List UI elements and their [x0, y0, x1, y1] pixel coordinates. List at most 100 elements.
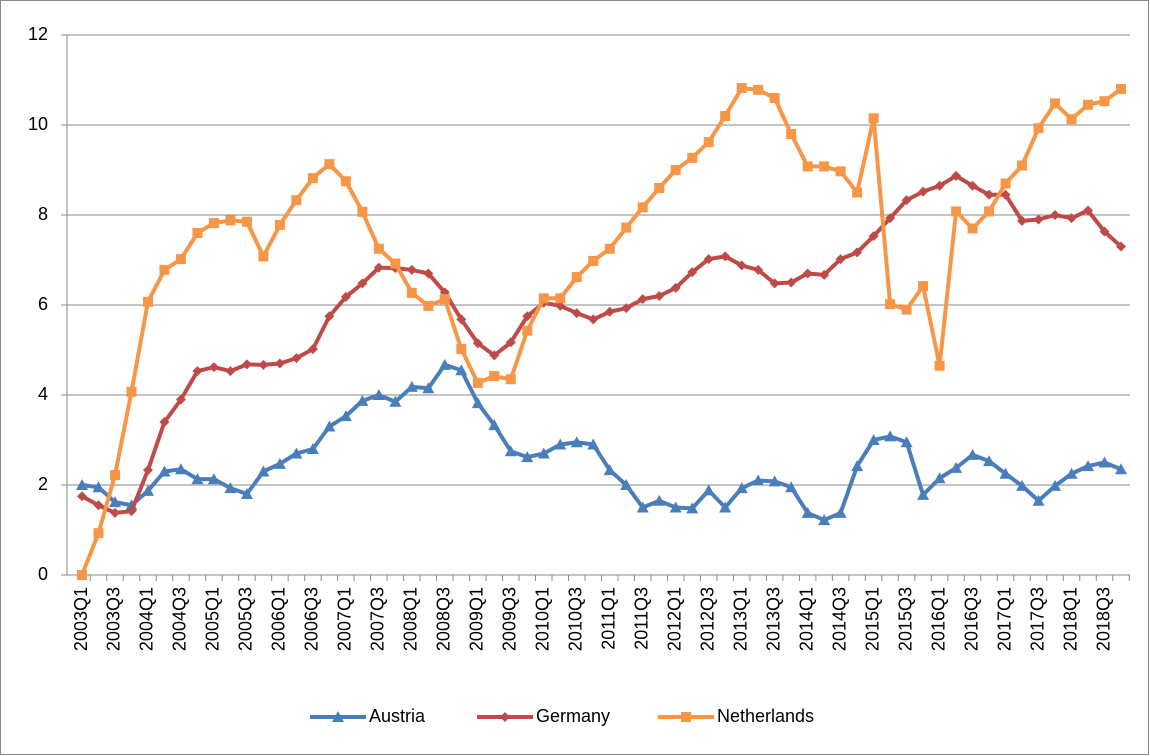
point [769, 93, 780, 103]
point [736, 83, 747, 94]
point [1116, 84, 1126, 94]
y-tick-label: 2 [38, 474, 48, 494]
point [339, 410, 352, 422]
point [93, 528, 104, 539]
legend-label: Austria [369, 706, 426, 726]
x-tick-label: 2010Q1 [533, 587, 553, 651]
point [1017, 215, 1028, 226]
point [1083, 205, 1094, 216]
legend-marker [681, 712, 691, 722]
legend: Austria Germany Netherlands [310, 706, 814, 726]
point [768, 475, 781, 487]
point [983, 455, 996, 467]
point [438, 358, 451, 370]
point [637, 202, 648, 213]
x-tick-label: 2018Q3 [1093, 587, 1113, 651]
point [192, 366, 203, 377]
labels: 0 2 4 6 8 10 12 2003Q1 2003Q3 2004Q1 2004Q3 2005Q1 2… [28, 24, 1113, 651]
point [555, 300, 566, 311]
point [126, 506, 137, 517]
point [225, 215, 236, 226]
point [324, 159, 335, 170]
x-tick-label: 2010Q3 [566, 587, 586, 651]
point [455, 364, 468, 376]
point [702, 484, 715, 496]
point [703, 137, 714, 148]
point [471, 397, 484, 409]
point [1099, 96, 1110, 107]
point [274, 219, 285, 230]
point [307, 173, 318, 184]
point [1083, 99, 1094, 110]
x-tick-label: 2005Q1 [203, 587, 223, 651]
point [505, 374, 516, 385]
point [208, 218, 219, 229]
point [818, 514, 831, 526]
x-tick-label: 2015Q3 [895, 587, 915, 651]
point [637, 294, 648, 305]
y-tick-label: 12 [28, 24, 48, 44]
point [357, 278, 368, 289]
x-tick-label: 2017Q1 [994, 587, 1014, 651]
point [174, 463, 187, 475]
x-tick-label: 2012Q1 [664, 587, 684, 651]
x-tick-label: 2008Q1 [401, 587, 421, 651]
point [405, 380, 418, 392]
legend-label: Netherlands [717, 706, 814, 726]
x-tick-label: 2005Q3 [236, 587, 256, 651]
point [390, 258, 401, 269]
point [175, 254, 186, 265]
x-tick-label: 2004Q1 [137, 587, 157, 651]
point [999, 467, 1012, 479]
point [142, 465, 153, 476]
point [372, 389, 385, 400]
x-tick-label: 2014Q1 [796, 587, 816, 651]
x-tick-label: 2013Q3 [763, 587, 783, 651]
point [1049, 479, 1062, 491]
point [654, 291, 665, 301]
point [917, 488, 930, 500]
point [307, 344, 318, 355]
point [719, 501, 732, 513]
point [274, 358, 285, 369]
point [620, 479, 633, 490]
point [736, 260, 747, 271]
series-line [80, 86, 1123, 576]
point [192, 228, 203, 238]
point [802, 161, 813, 172]
point [687, 152, 698, 163]
point [587, 438, 600, 450]
point [109, 507, 120, 518]
point [934, 180, 945, 191]
point [258, 359, 269, 370]
legend-marker [500, 712, 510, 722]
point [356, 394, 369, 406]
point [669, 501, 682, 513]
point [918, 186, 929, 197]
point [604, 306, 615, 317]
y-tick-label: 0 [38, 564, 48, 584]
point [885, 213, 896, 224]
point [686, 502, 699, 514]
point [76, 479, 88, 490]
point [158, 465, 171, 477]
point [753, 84, 764, 95]
point [241, 359, 252, 370]
point [867, 434, 880, 445]
point [753, 264, 764, 275]
point [208, 362, 219, 373]
point [934, 360, 945, 371]
point [835, 254, 846, 265]
x-tick-label: 2016Q3 [961, 587, 981, 651]
x-tick-label: 2011Q3 [631, 587, 651, 650]
point [604, 243, 615, 254]
point [1050, 210, 1061, 220]
point [588, 255, 599, 266]
point [967, 180, 978, 191]
y-tick-label: 6 [38, 294, 48, 314]
x-tick-label: 2008Q3 [434, 587, 454, 651]
point [670, 282, 681, 293]
point [422, 382, 435, 394]
point [555, 293, 566, 304]
